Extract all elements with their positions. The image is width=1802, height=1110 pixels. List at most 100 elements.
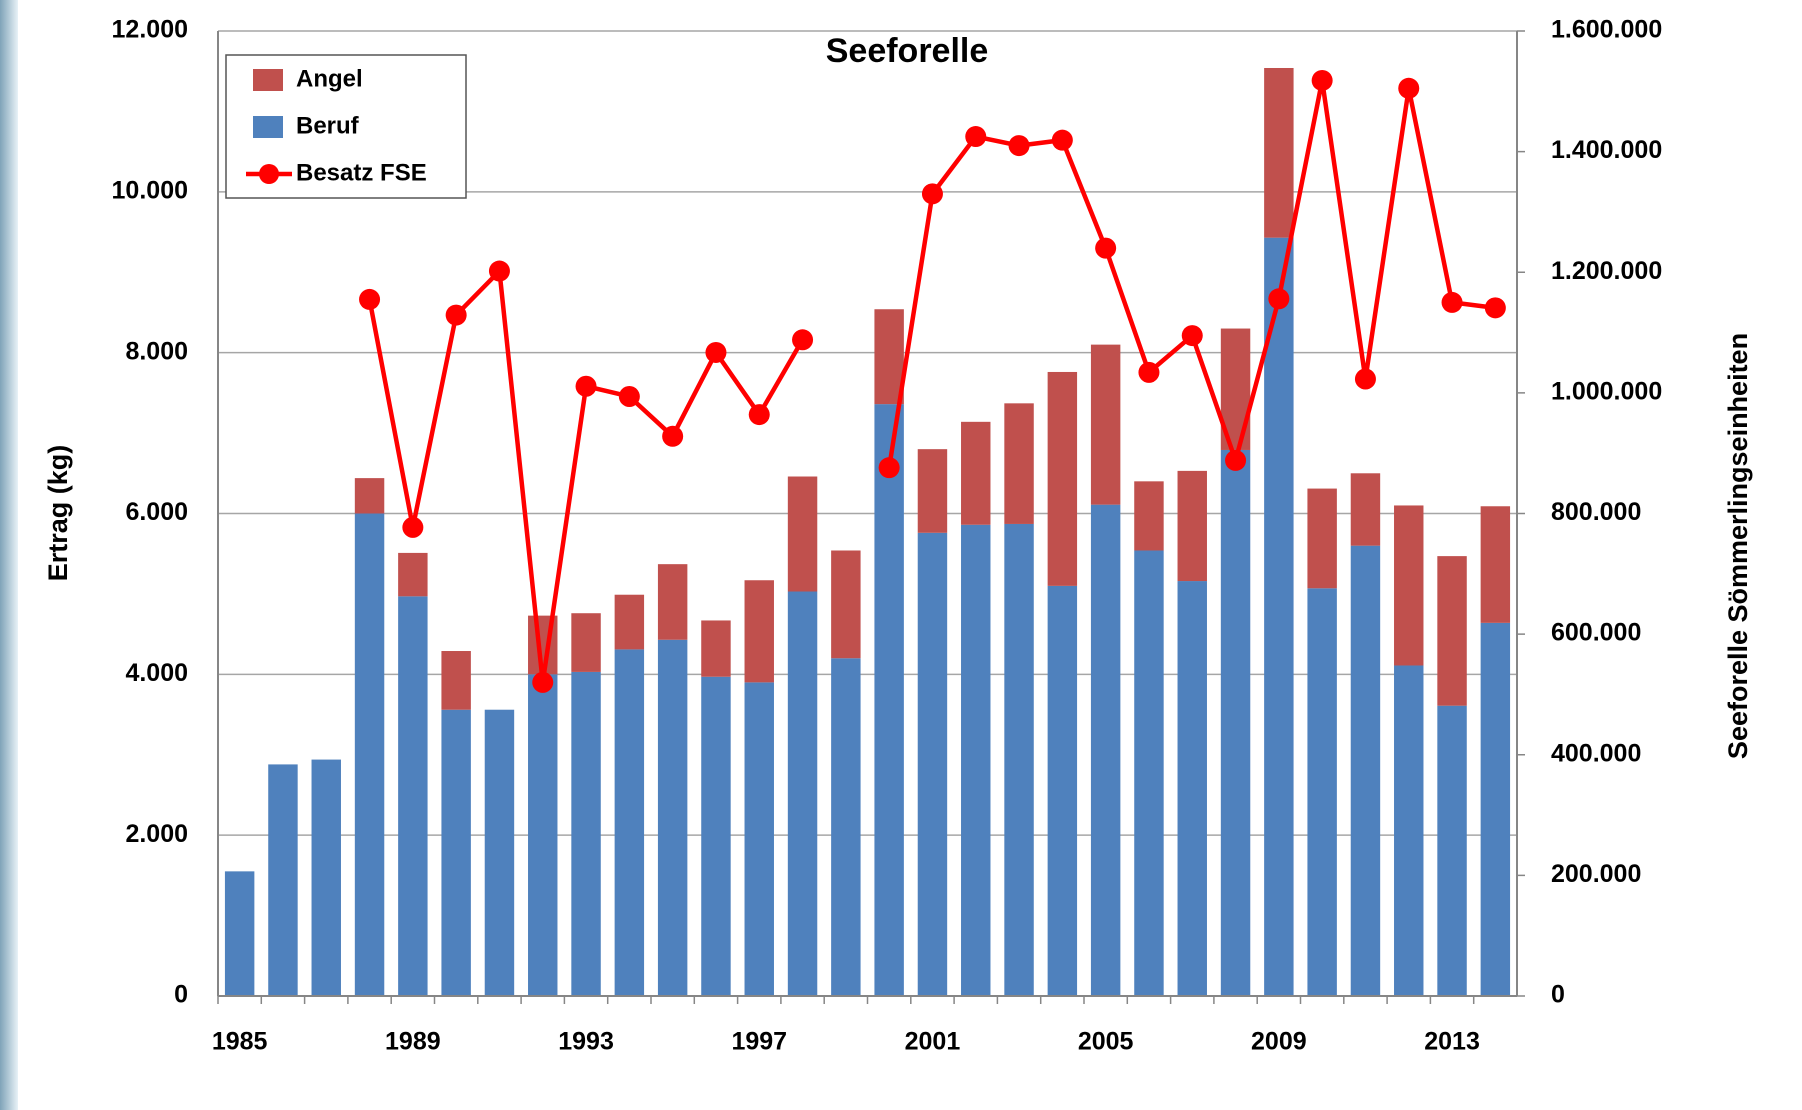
legend-label: Besatz FSE bbox=[296, 159, 427, 186]
x-tick-label: 2013 bbox=[1424, 1028, 1480, 1056]
line-marker bbox=[532, 671, 554, 693]
background-strip bbox=[0, 0, 18, 1110]
y2-tick-label: 1.200.000 bbox=[1551, 257, 1662, 285]
y-tick-label: 12.000 bbox=[112, 16, 188, 44]
bar bbox=[744, 682, 774, 996]
bar bbox=[917, 449, 948, 533]
line-marker bbox=[878, 457, 900, 479]
bar bbox=[311, 759, 341, 996]
bar bbox=[1350, 473, 1381, 546]
bar bbox=[1004, 523, 1034, 996]
bar bbox=[657, 639, 688, 996]
line-marker bbox=[575, 375, 597, 397]
bar bbox=[787, 591, 818, 996]
bar bbox=[961, 524, 991, 996]
x-tick-label: 1997 bbox=[731, 1028, 787, 1056]
y2-tick-label: 0 bbox=[1551, 981, 1565, 1009]
bar bbox=[831, 658, 861, 996]
legend-label: Beruf bbox=[296, 112, 360, 139]
line-marker bbox=[1138, 361, 1160, 383]
bar bbox=[398, 596, 428, 996]
line-marker bbox=[1268, 288, 1290, 310]
bar bbox=[1177, 470, 1207, 582]
line-marker bbox=[1181, 325, 1203, 347]
bar bbox=[441, 709, 471, 996]
line-marker bbox=[1398, 77, 1420, 99]
bar bbox=[1047, 585, 1078, 996]
bar bbox=[268, 764, 298, 996]
line-marker bbox=[705, 341, 727, 363]
line-marker bbox=[1354, 368, 1376, 390]
line-marker bbox=[921, 183, 943, 205]
bar bbox=[1437, 705, 1467, 996]
bar bbox=[1220, 449, 1251, 996]
bar bbox=[657, 564, 688, 640]
bar bbox=[961, 421, 991, 525]
y2-tick-label: 1.400.000 bbox=[1551, 136, 1662, 164]
line-marker bbox=[1441, 291, 1463, 313]
line-marker bbox=[1225, 449, 1247, 471]
bar bbox=[701, 620, 731, 677]
line-marker bbox=[662, 425, 684, 447]
line-marker bbox=[1095, 237, 1117, 259]
legend-swatch bbox=[253, 116, 283, 138]
x-tick-label: 2001 bbox=[905, 1028, 961, 1056]
bar bbox=[917, 532, 948, 996]
chart-title: Seeforelle bbox=[826, 32, 989, 70]
y-tick-label: 10.000 bbox=[112, 176, 188, 204]
y-tick-label: 0 bbox=[174, 981, 188, 1009]
bar bbox=[528, 674, 558, 996]
line-marker bbox=[748, 404, 770, 426]
legend-swatch bbox=[253, 69, 283, 91]
bar bbox=[1264, 237, 1294, 996]
bar bbox=[1394, 665, 1424, 996]
bar bbox=[1134, 481, 1164, 551]
bar bbox=[701, 676, 731, 996]
bar bbox=[1480, 506, 1511, 623]
bar bbox=[571, 613, 601, 672]
line-marker bbox=[792, 329, 814, 351]
bar bbox=[1307, 488, 1337, 589]
y2-tick-label: 1.000.000 bbox=[1551, 377, 1662, 405]
bar bbox=[1307, 588, 1337, 996]
bar bbox=[354, 478, 385, 514]
bar bbox=[398, 552, 428, 597]
bar bbox=[1134, 550, 1164, 996]
line-marker bbox=[488, 260, 510, 282]
bar bbox=[1264, 67, 1294, 238]
bar bbox=[787, 476, 818, 592]
line-marker bbox=[1051, 129, 1073, 151]
bar bbox=[744, 580, 774, 683]
bar bbox=[1350, 545, 1381, 996]
x-tick-label: 1993 bbox=[558, 1028, 614, 1056]
y2-tick-label: 1.600.000 bbox=[1551, 16, 1662, 44]
y-tick-label: 6.000 bbox=[125, 498, 188, 526]
bar bbox=[1090, 504, 1121, 996]
line-marker bbox=[618, 385, 640, 407]
y-axis-label: Ertrag (kg) bbox=[43, 445, 73, 582]
legend-swatch bbox=[259, 164, 279, 184]
x-tick-label: 2005 bbox=[1078, 1028, 1134, 1056]
y2-tick-label: 400.000 bbox=[1551, 739, 1641, 767]
bar bbox=[484, 709, 515, 996]
bar bbox=[1394, 505, 1424, 666]
line-marker bbox=[359, 288, 381, 310]
line-marker bbox=[1311, 69, 1333, 91]
bar bbox=[1047, 371, 1078, 586]
line-marker bbox=[1008, 135, 1030, 157]
bar bbox=[614, 594, 645, 650]
bar bbox=[441, 651, 471, 710]
line-marker bbox=[1484, 297, 1506, 319]
y-tick-label: 8.000 bbox=[125, 337, 188, 365]
line-marker bbox=[402, 516, 424, 538]
bar bbox=[831, 550, 861, 659]
x-tick-label: 1985 bbox=[212, 1028, 268, 1056]
x-tick-label: 1989 bbox=[385, 1028, 441, 1056]
bar bbox=[1090, 344, 1121, 505]
bar bbox=[1177, 581, 1207, 996]
y-tick-label: 4.000 bbox=[125, 659, 188, 687]
bar bbox=[571, 671, 601, 996]
line-marker bbox=[965, 126, 987, 148]
legend-label: Angel bbox=[296, 65, 363, 92]
